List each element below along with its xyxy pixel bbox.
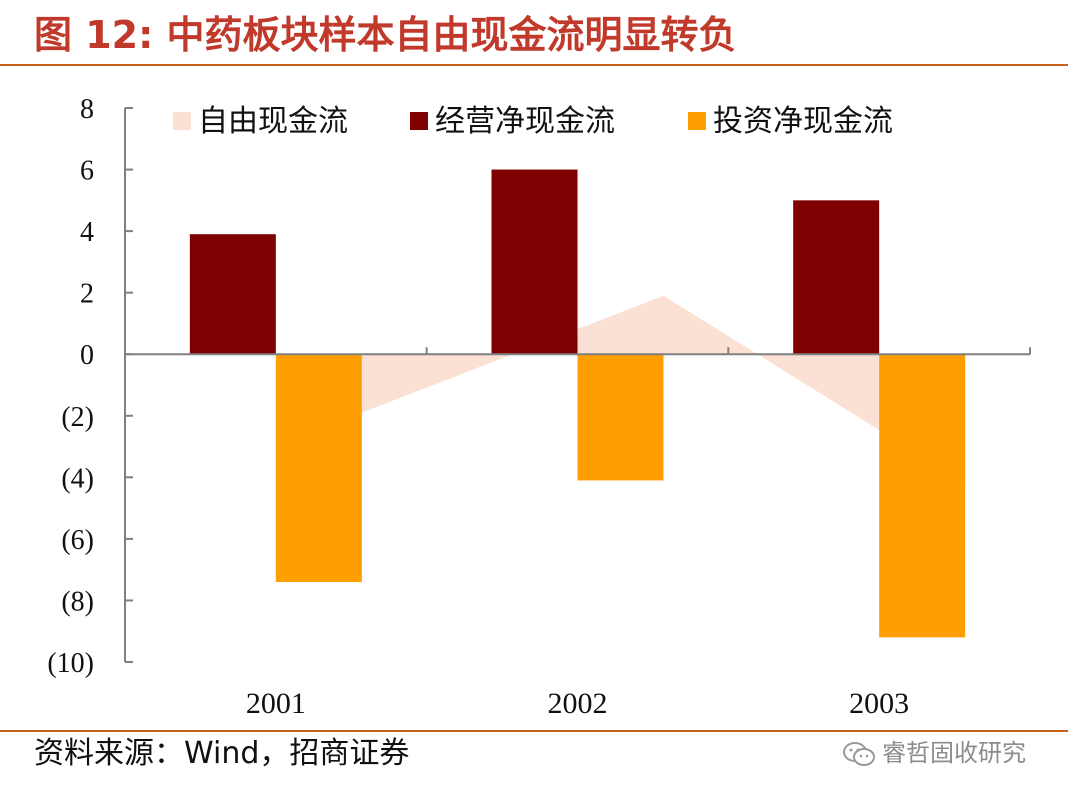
legend: 自由现金流 经营净现金流 投资净现金流 — [173, 104, 893, 139]
y-tick-label: (6) — [61, 525, 94, 556]
investing-cash-flow-bar-2003 — [879, 354, 966, 638]
x-category-label: 2002 — [548, 687, 608, 720]
cash-flow-chart: 8 6 4 2 0 (2) (4) (6) (8) (10) 2001 2002 2003 自由现金流 经… — [47, 94, 1031, 720]
source-divider — [0, 730, 1068, 732]
legend-label: 投资净现金流 — [713, 104, 893, 139]
operating-cash-flow-bar-2002 — [491, 169, 578, 355]
source-note: 资料来源：Wind，招商证券 — [34, 736, 410, 771]
operating-cash-flow-bar-2001 — [189, 234, 276, 355]
watermark-text: 睿哲固收研究 — [882, 739, 1026, 767]
legend-swatch — [688, 112, 706, 130]
y-tick-label: 4 — [80, 217, 94, 248]
legend-label: 经营净现金流 — [435, 104, 615, 139]
legend-item: 经营净现金流 — [410, 104, 615, 139]
bar-layer — [189, 169, 966, 638]
label-layer: 8 6 4 2 0 (2) (4) (6) (8) (10) 2001 2002 2003 — [47, 94, 909, 720]
title-divider — [0, 64, 1068, 66]
watermark: 睿哲固收研究 — [842, 736, 1026, 770]
y-tick-label: (8) — [61, 586, 94, 617]
legend-item: 自由现金流 — [173, 104, 348, 139]
x-category-label: 2003 — [849, 687, 909, 720]
figure-title: 图 12: 中药板块样本自由现金流明显转负 — [34, 13, 737, 57]
wechat-icon — [843, 742, 875, 766]
y-tick-label: 0 — [80, 340, 94, 371]
axis-layer — [124, 107, 1031, 663]
y-tick-label: 2 — [80, 279, 94, 310]
legend-swatch — [410, 112, 428, 130]
y-tick-label: 6 — [80, 156, 94, 187]
legend-label: 自由现金流 — [198, 104, 348, 139]
legend-swatch — [173, 112, 191, 130]
x-category-label: 2001 — [246, 687, 306, 720]
legend-item: 投资净现金流 — [688, 104, 893, 139]
y-tick-label: (2) — [61, 402, 94, 433]
investing-cash-flow-bar-2002 — [577, 354, 664, 481]
y-tick-label: (10) — [47, 648, 94, 679]
y-tick-label: (4) — [61, 463, 94, 494]
y-tick-label: 8 — [80, 94, 94, 125]
operating-cash-flow-bar-2003 — [793, 200, 880, 355]
investing-cash-flow-bar-2001 — [275, 354, 362, 582]
free-cash-flow-area — [361, 295, 966, 484]
